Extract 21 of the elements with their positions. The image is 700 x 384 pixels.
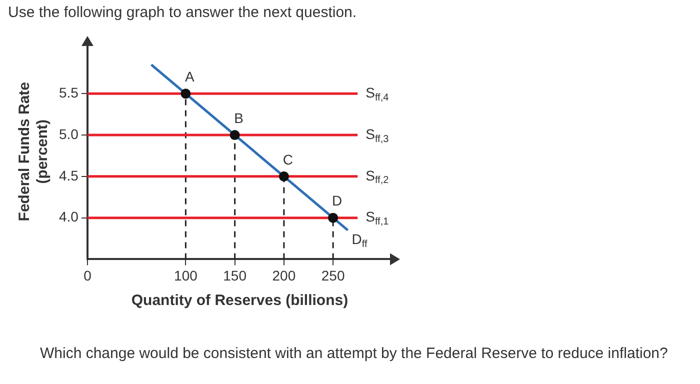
point xyxy=(230,130,240,140)
text: Which change would be consistent with an attempt by the Federal Reserve to reduce inflation? xyxy=(40,345,668,362)
x-tick-label: 200 xyxy=(272,267,296,284)
y-tick-label: 5.0 xyxy=(58,126,79,142)
y-axis-title: Federal Funds Rate (percent) xyxy=(16,82,52,222)
chart-title: Use the following graph to answer the next question. xyxy=(8,4,357,21)
y-tick-label: 4.5 xyxy=(58,167,79,184)
point xyxy=(278,171,289,182)
x-axis-title: Quantity of Reserves (billions) xyxy=(131,292,348,310)
annotation: A xyxy=(185,68,196,85)
point xyxy=(180,88,191,99)
annotation: D xyxy=(332,192,342,209)
x-tick-label: 0 xyxy=(84,267,92,284)
annotation: B xyxy=(234,110,244,126)
y-tick-label: 4.0 xyxy=(58,208,79,225)
x-tick-label: 150 xyxy=(223,267,247,284)
x-tick-label: 250 xyxy=(321,267,345,284)
point xyxy=(328,212,338,223)
x-tick-label: 100 xyxy=(174,267,198,284)
y-tick-label: 5.5 xyxy=(58,84,79,101)
annotation: C xyxy=(282,151,293,168)
